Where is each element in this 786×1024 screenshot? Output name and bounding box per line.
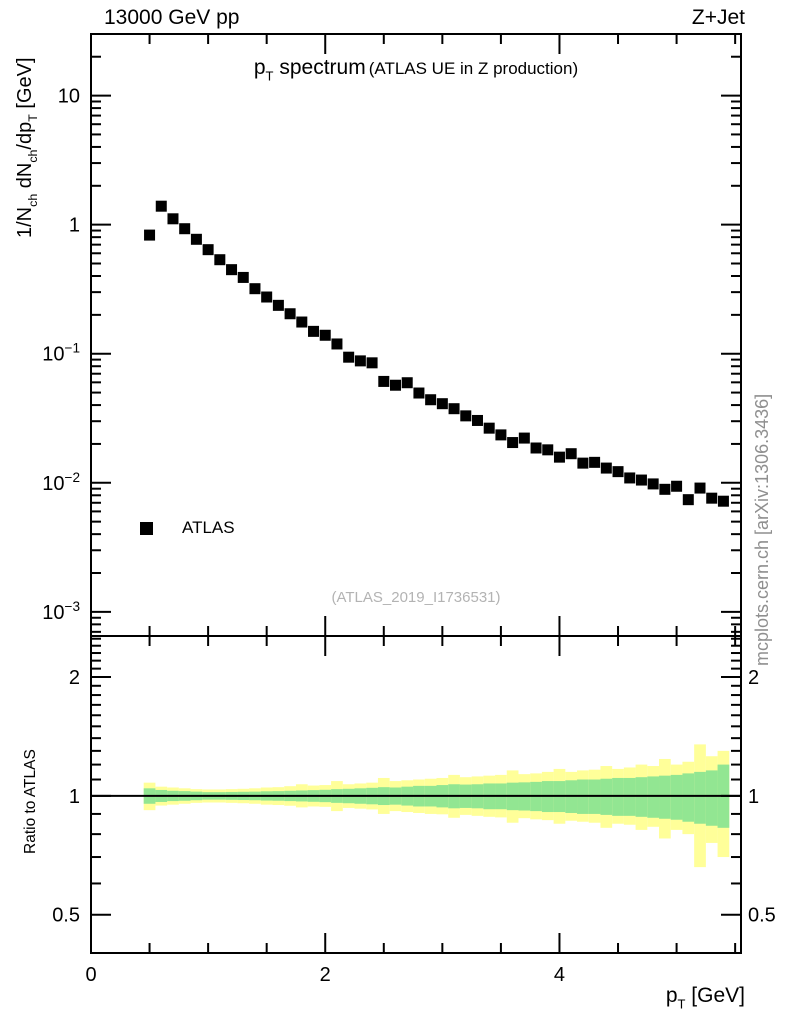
svg-text:1: 1 <box>69 786 80 808</box>
process-label: Z+Jet <box>691 6 745 29</box>
svg-text:4: 4 <box>554 964 565 986</box>
analysis-id-watermark: (ATLAS_2019_I1736531) <box>331 589 501 606</box>
y-axis-title-main: 1/Nch dNch/dpT [GeV] <box>14 57 41 238</box>
legend: ATLAS <box>140 518 235 538</box>
y-axis-title-ratio: Ratio to ATLAS <box>22 749 39 854</box>
plot-title: pT spectrum <box>253 56 366 84</box>
svg-text:0.5: 0.5 <box>748 905 776 927</box>
plot-subtitle: (ATLAS UE in Z production) <box>368 59 579 78</box>
svg-text:1: 1 <box>748 786 759 808</box>
svg-text:1: 1 <box>69 215 80 237</box>
svg-text:10−2: 10−2 <box>42 470 80 495</box>
svg-text:2: 2 <box>748 667 759 689</box>
legend-label: ATLAS <box>182 518 235 537</box>
svg-text:2: 2 <box>69 667 80 689</box>
svg-text:10−1: 10−1 <box>42 341 80 366</box>
svg-text:10−3: 10−3 <box>42 599 80 624</box>
mcplots-reference-note: mcplots.cern.ch [arXiv:1306.3436] <box>752 393 772 666</box>
svg-text:2: 2 <box>320 964 331 986</box>
plot-title-row: pT spectrum (ATLAS UE in Z production) <box>91 56 741 84</box>
x-axis-title: pT [GeV] <box>665 984 745 1012</box>
collision-energy-label: 13000 GeV pp <box>104 6 240 29</box>
legend-marker-square-icon <box>140 521 153 535</box>
svg-text:0: 0 <box>85 964 96 986</box>
svg-text:10: 10 <box>58 86 80 108</box>
svg-text:0.5: 0.5 <box>52 905 80 927</box>
